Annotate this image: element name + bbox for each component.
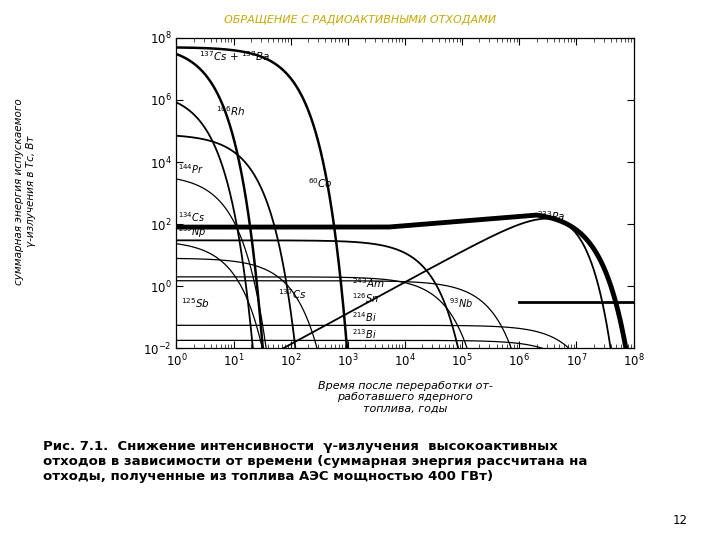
Text: $^{137}$Cs: $^{137}$Cs bbox=[278, 287, 307, 301]
Text: Рис. 7.1.  Снижение интенсивности  γ-излучения  высокоактивных
отходов в зависим: Рис. 7.1. Снижение интенсивности γ-излуч… bbox=[43, 440, 588, 483]
Text: $^{60}$Co: $^{60}$Co bbox=[308, 176, 333, 190]
Text: $^{243}$Am: $^{243}$Am bbox=[352, 276, 385, 289]
Text: $^{125}$Sb: $^{125}$Sb bbox=[181, 296, 210, 310]
Text: $^{93}$Nb: $^{93}$Nb bbox=[449, 296, 474, 310]
Text: $^{233}$Pa: $^{233}$Pa bbox=[536, 209, 564, 222]
Text: $^{144}$Pr: $^{144}$Pr bbox=[178, 163, 204, 177]
Text: 12: 12 bbox=[672, 514, 688, 526]
Text: $^{214}$Bi: $^{214}$Bi bbox=[352, 310, 377, 324]
Text: $^{106}$Rh: $^{106}$Rh bbox=[216, 104, 246, 118]
Text: ОБРАЩЕНИЕ С РАДИОАКТИВНЫМИ ОТХОДАМИ: ОБРАЩЕНИЕ С РАДИОАКТИВНЫМИ ОТХОДАМИ bbox=[224, 15, 496, 25]
Text: $^{94}$Nb: $^{94}$Nb bbox=[0, 539, 1, 540]
Text: $^{134}$Cs: $^{134}$Cs bbox=[178, 210, 204, 224]
Text: $^{239}$Np: $^{239}$Np bbox=[178, 225, 206, 240]
Text: $^{137}$Cs + $^{137}$Ba: $^{137}$Cs + $^{137}$Ba bbox=[199, 49, 271, 63]
Text: суммарная энергия испускаемого
γ-излучения в Тс, Вт: суммарная энергия испускаемого γ-излучен… bbox=[14, 98, 36, 285]
Text: $^{126}$Sn: $^{126}$Sn bbox=[352, 292, 379, 305]
Text: $^{213}$Bi: $^{213}$Bi bbox=[352, 327, 377, 341]
Text: Время после переработки от-
работавшего ядерного
топлива, годы: Время после переработки от- работавшего … bbox=[318, 381, 492, 414]
